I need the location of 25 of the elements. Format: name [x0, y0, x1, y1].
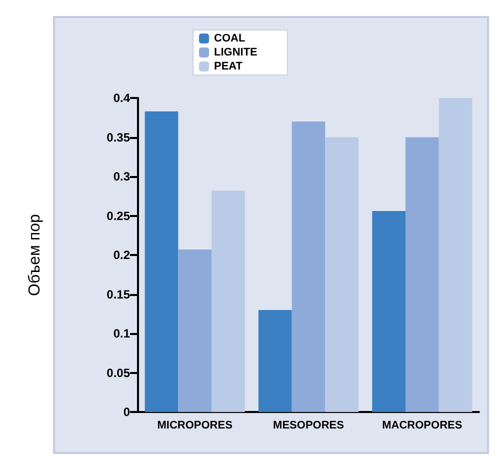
- bar: [325, 137, 359, 412]
- bar: [292, 122, 326, 412]
- legend-label: LIGNITE: [214, 46, 258, 58]
- y-tick-label: 0.25: [106, 208, 130, 223]
- y-tick-label: 0.05: [106, 366, 130, 380]
- bar: [178, 250, 212, 412]
- bar: [372, 211, 406, 412]
- x-tick-label: MACROPORES: [382, 420, 462, 432]
- legend-label: PEAT: [214, 60, 243, 72]
- bar: [144, 111, 178, 412]
- y-tick-label: 0.4: [113, 91, 130, 105]
- y-tick-label: 0.35: [106, 130, 130, 144]
- y-tick-label: 0.1: [113, 326, 130, 340]
- y-tick-label: 0.15: [106, 287, 130, 302]
- y-tick-label: 0: [123, 405, 130, 419]
- y-tick-label: 0.3: [113, 170, 130, 184]
- x-tick-label: MESOPORES: [273, 420, 344, 432]
- bar: [212, 190, 245, 412]
- bar: [405, 137, 439, 412]
- y-tick-label: 0.2: [113, 248, 130, 262]
- bar: [258, 310, 292, 412]
- x-tick-label: MICROPORES: [157, 420, 232, 432]
- y-axis-title: Объем пор: [26, 214, 44, 296]
- legend-label: COAL: [214, 32, 246, 44]
- bar: [438, 98, 472, 412]
